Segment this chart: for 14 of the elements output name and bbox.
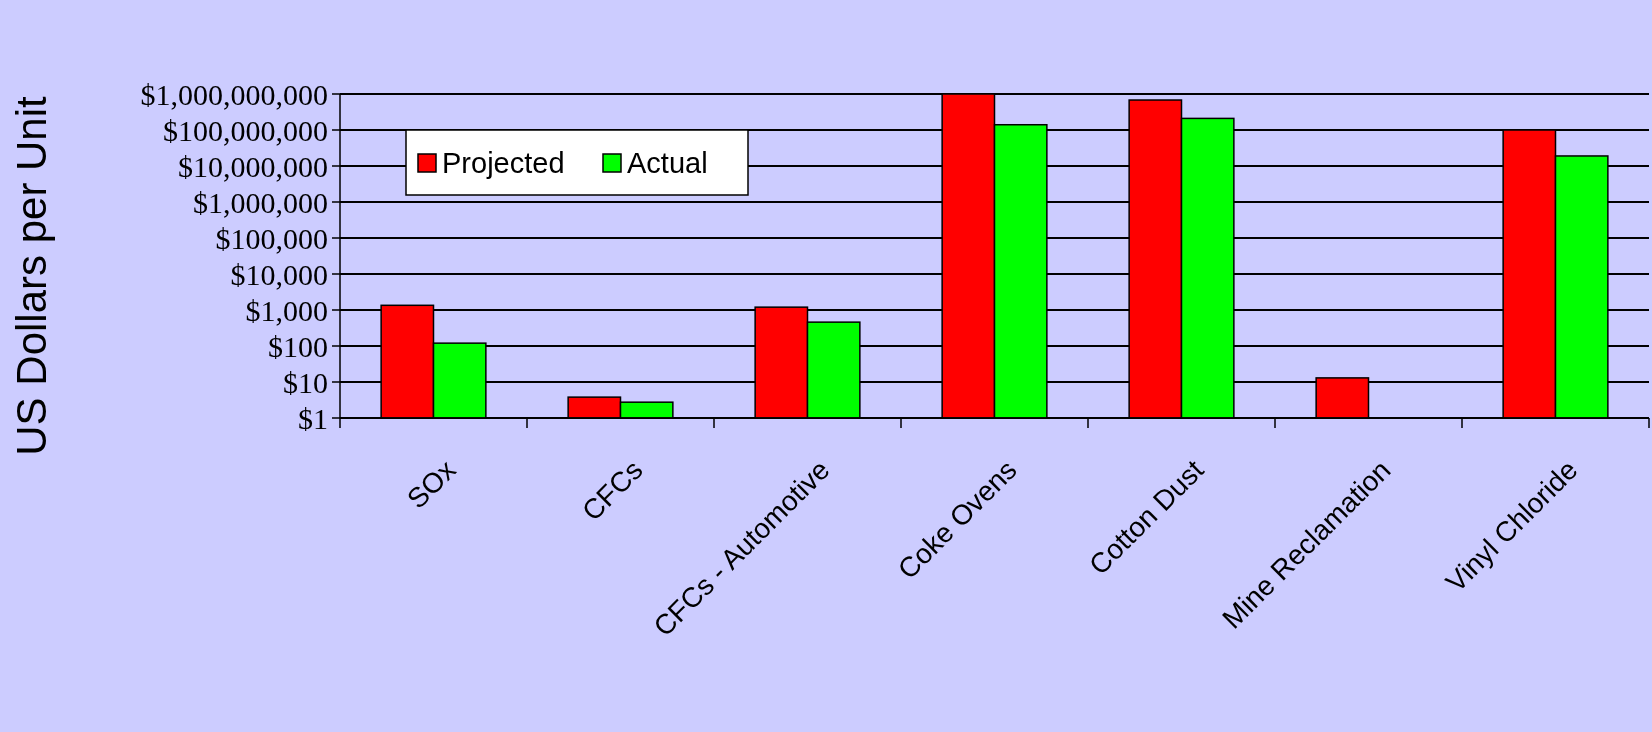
legend-label: Projected <box>442 147 565 180</box>
x-tick-label: SOx <box>401 454 462 515</box>
y-tick-label: $1,000 <box>245 293 328 327</box>
y-axis-title: US Dollars per Unit <box>8 95 55 456</box>
y-tick-label: $1,000,000,000 <box>140 77 328 111</box>
y-tick-label: $100 <box>268 329 328 363</box>
y-tick-label: $100,000 <box>215 221 328 255</box>
y-tick-label: $1,000,000 <box>193 185 328 219</box>
y-tick-label: $10,000 <box>230 257 328 291</box>
y-tick-label: $10 <box>283 365 328 399</box>
y-tick-label: $100,000,000 <box>163 113 328 147</box>
legend-label: Actual <box>627 147 708 180</box>
y-tick-label: $1 <box>298 401 328 435</box>
y-tick-label: $10,000,000 <box>178 149 328 183</box>
